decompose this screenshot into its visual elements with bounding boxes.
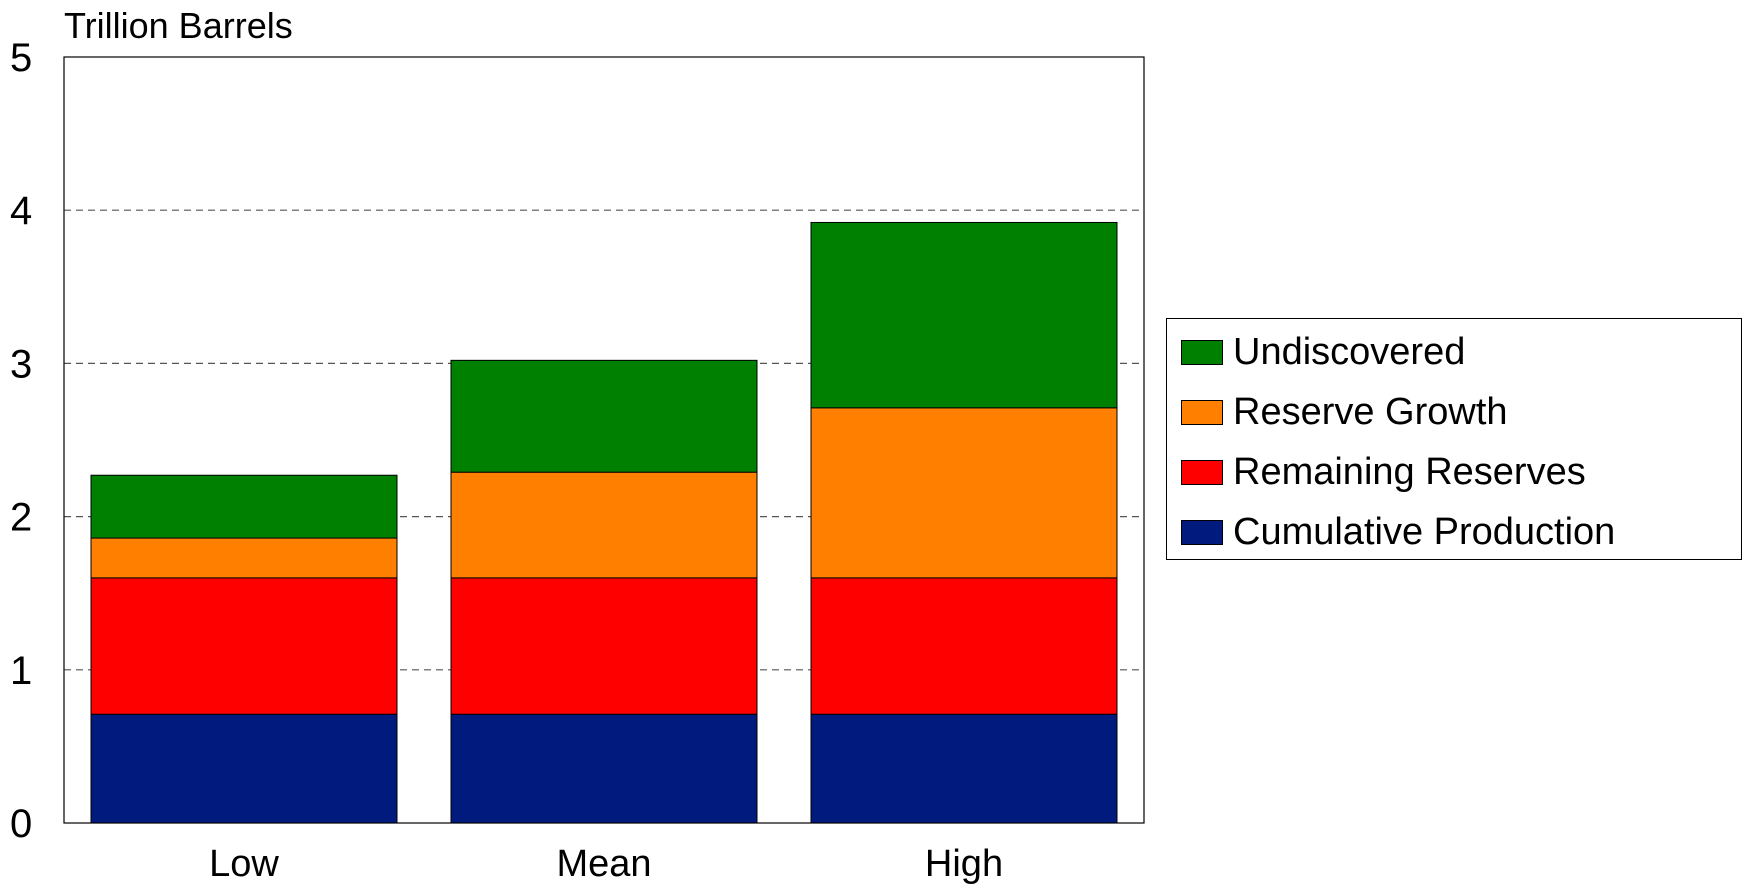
bars (90, 221, 1118, 824)
legend-label-undiscovered: Undiscovered (1233, 330, 1466, 373)
legend-item-reserve-growth: Reserve Growth (1181, 389, 1508, 435)
legend-swatch-reserve-growth (1181, 399, 1223, 425)
legend-label-remaining-reserves: Remaining Reserves (1233, 450, 1586, 493)
legend-label-reserve-growth: Reserve Growth (1233, 390, 1508, 433)
x-tick-label-low: Low (209, 843, 279, 885)
legend-item-remaining-reserves: Remaining Reserves (1181, 449, 1586, 495)
bar-low-cumulative-production (90, 713, 398, 824)
bar-mean-undiscovered (450, 359, 758, 473)
y-axis-label: Trillion Barrels (64, 5, 293, 46)
plot-area-frame (63, 56, 1145, 824)
y-tick-label-1: 1 (10, 649, 32, 693)
legend-item-undiscovered: Undiscovered (1181, 329, 1465, 375)
bar-mean-reserve-growth (450, 471, 758, 579)
bar-low-undiscovered (90, 474, 398, 539)
y-axis-ticks: 0 1 2 3 4 5 (10, 36, 32, 846)
bar-mean-cumulative-production (450, 713, 758, 824)
legend-item-cumulative-production: Cumulative Production (1181, 509, 1615, 555)
x-tick-label-high: High (925, 843, 1003, 885)
legend-swatch-remaining-reserves (1181, 459, 1223, 485)
legend: Undiscovered Reserve Growth Remaining Re… (1166, 318, 1742, 560)
x-axis-ticks: Low Mean High (209, 843, 1003, 885)
bar-low-remaining-reserves (90, 577, 398, 715)
y-tick-label-4: 4 (10, 189, 32, 233)
bar-low-reserve-growth (90, 537, 398, 579)
y-tick-label-2: 2 (10, 496, 32, 540)
legend-swatch-undiscovered (1181, 339, 1223, 365)
y-tick-label-0: 0 (10, 802, 32, 846)
legend-swatch-cumulative-production (1181, 519, 1223, 545)
bar-high-remaining-reserves (810, 577, 1118, 715)
y-tick-label-5: 5 (10, 36, 32, 80)
bar-high-reserve-growth (810, 407, 1118, 579)
y-tick-label-3: 3 (10, 342, 32, 386)
bar-mean-remaining-reserves (450, 577, 758, 715)
bar-high-cumulative-production (810, 713, 1118, 824)
bar-high-undiscovered (810, 221, 1118, 409)
legend-label-cumulative-production: Cumulative Production (1233, 510, 1616, 553)
x-tick-label-mean: Mean (556, 843, 651, 885)
